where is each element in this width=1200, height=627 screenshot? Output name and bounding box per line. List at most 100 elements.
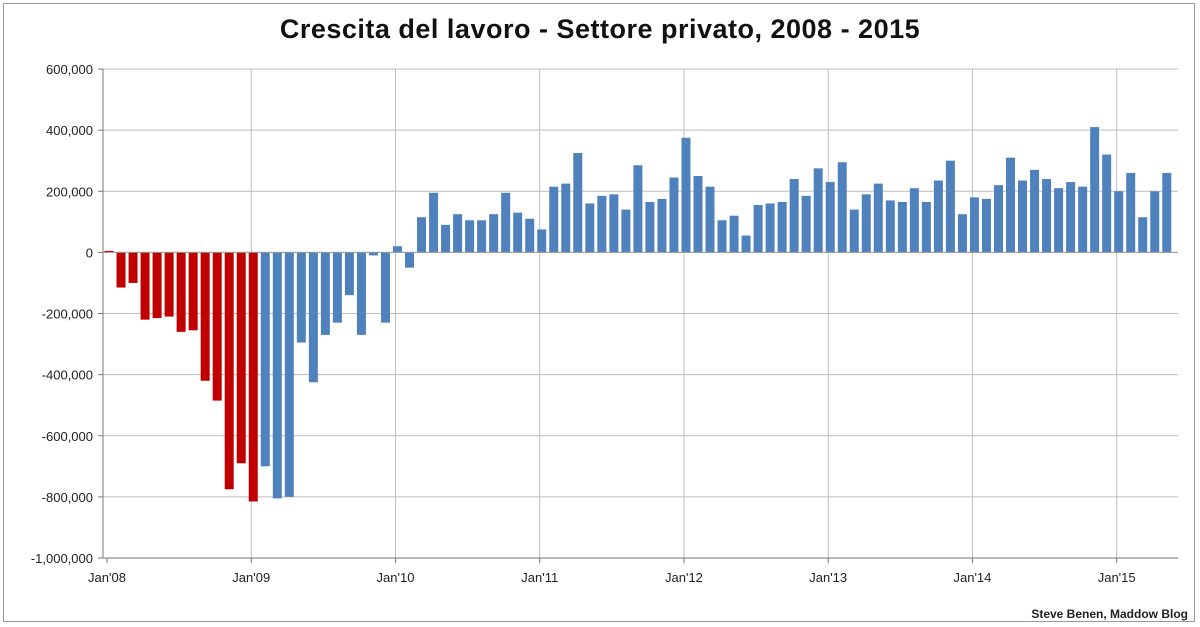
bar	[621, 209, 631, 253]
bar	[188, 252, 198, 331]
bar	[1018, 180, 1028, 253]
bar	[104, 250, 114, 253]
chart-title: Crescita del lavoro - Settore privato, 2…	[279, 14, 921, 44]
y-tick-label: 200,000	[46, 184, 93, 199]
bar	[765, 203, 775, 253]
bar	[1078, 186, 1088, 253]
bar	[1114, 191, 1124, 253]
bar	[308, 252, 318, 383]
x-tick-label: Jan'09	[232, 570, 270, 585]
bar	[320, 252, 330, 335]
x-tick-label: Jan'15	[1098, 570, 1136, 585]
bar	[693, 175, 703, 253]
bar	[392, 246, 402, 253]
bar	[921, 201, 931, 253]
bar	[1162, 172, 1172, 253]
bar	[801, 195, 811, 253]
bar	[813, 168, 823, 253]
bar	[873, 183, 883, 253]
bar	[945, 160, 955, 253]
bar	[861, 194, 871, 253]
bar	[116, 252, 126, 288]
bar	[729, 215, 739, 253]
bar	[429, 192, 439, 253]
y-tick-label: -200,000	[42, 307, 93, 322]
bar	[657, 198, 667, 253]
bar	[417, 217, 427, 253]
y-tick-label: 400,000	[46, 123, 93, 138]
y-tick-label: 600,000	[46, 62, 93, 77]
bar	[477, 220, 487, 253]
bar	[200, 252, 210, 381]
bar	[993, 185, 1003, 253]
bar	[441, 224, 451, 253]
y-tick-label: -800,000	[42, 490, 93, 505]
bar	[368, 252, 378, 256]
bar	[1006, 157, 1016, 253]
credit-text: Steve Benen, Maddow Blog	[1031, 607, 1188, 621]
x-tick-label: Jan'10	[377, 570, 415, 585]
bar	[1066, 182, 1076, 253]
bar	[513, 212, 523, 253]
bar	[332, 252, 342, 323]
bar	[489, 214, 499, 253]
bar	[705, 186, 715, 253]
bar	[753, 205, 763, 253]
bar	[681, 137, 691, 253]
bar	[633, 165, 643, 253]
chart-frame	[3, 3, 1195, 622]
bar	[212, 252, 222, 401]
bar	[885, 200, 895, 253]
bar	[609, 194, 619, 253]
bar	[933, 180, 943, 253]
x-tick-label: Jan'13	[809, 570, 847, 585]
bar	[597, 195, 607, 253]
y-tick-label: -400,000	[42, 368, 93, 383]
bar	[501, 192, 511, 253]
bar	[897, 201, 907, 253]
bar	[825, 182, 835, 253]
bar	[272, 252, 282, 499]
bar	[537, 229, 547, 253]
bar	[1042, 179, 1052, 253]
bar	[248, 252, 258, 502]
bar	[573, 153, 583, 253]
y-tick-label: -600,000	[42, 429, 93, 444]
bar	[284, 252, 294, 497]
bar	[1126, 172, 1136, 253]
bar	[224, 252, 234, 490]
bar	[777, 201, 787, 253]
bar	[969, 197, 979, 253]
bar	[849, 209, 859, 253]
x-tick-label: Jan'14	[953, 570, 991, 585]
bar	[1054, 188, 1064, 253]
bar	[909, 188, 919, 253]
bar	[296, 252, 306, 343]
bar	[1150, 191, 1160, 253]
bar	[152, 252, 162, 319]
x-tick-label: Jan'08	[88, 570, 126, 585]
bar	[549, 186, 559, 253]
x-tick-label: Jan'12	[665, 570, 703, 585]
bar	[669, 177, 679, 253]
bar	[140, 252, 150, 320]
bar	[164, 252, 174, 317]
bar	[717, 220, 727, 253]
bar	[789, 179, 799, 253]
bar	[561, 183, 571, 253]
bar	[1030, 169, 1040, 253]
bar	[957, 214, 967, 253]
bar	[981, 198, 991, 253]
bar	[380, 252, 390, 323]
bar	[525, 218, 535, 253]
bar	[1138, 217, 1148, 253]
bar	[344, 252, 354, 296]
bar	[645, 201, 655, 253]
bar	[405, 252, 415, 268]
bar	[356, 252, 366, 335]
y-tick-label: 0	[86, 245, 93, 260]
x-tick-label: Jan'11	[521, 570, 558, 585]
bar	[236, 252, 246, 464]
y-tick-label: -1,000,000	[31, 551, 93, 566]
